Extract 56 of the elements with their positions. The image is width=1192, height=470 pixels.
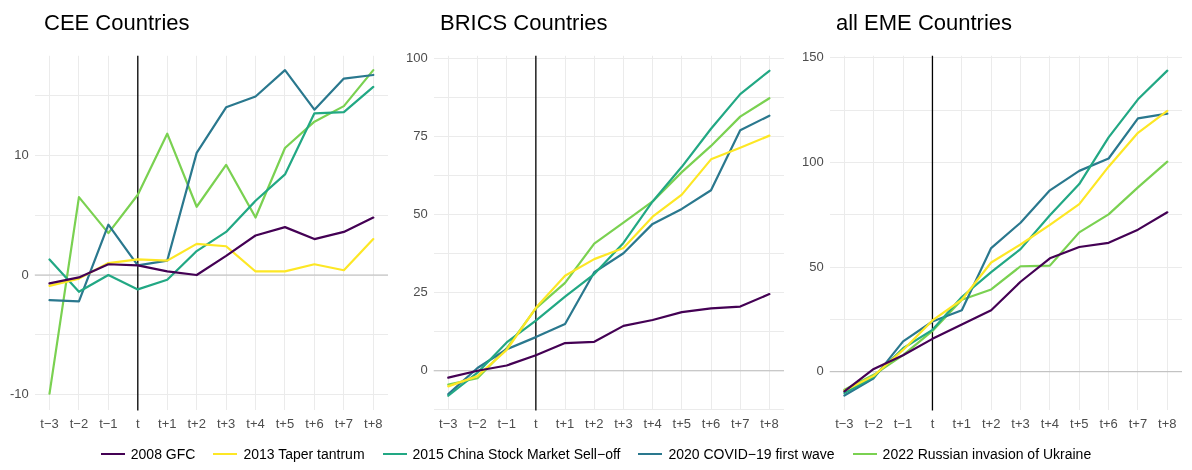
x-tick-label: t+1 [158, 415, 177, 431]
x-tick-label: t−2 [69, 415, 89, 431]
y-tick-label: 150 [801, 49, 824, 65]
x-tick-label: t+2 [187, 415, 206, 431]
y-tick-label: -10 [9, 386, 29, 402]
x-tick-label: t−3 [439, 415, 458, 431]
x-tick-label: t+3 [1011, 415, 1030, 431]
x-tick-label: t+2 [585, 415, 604, 431]
y-tick-label: 50 [413, 206, 428, 222]
x-tick-label: t+1 [555, 415, 575, 431]
x-tick-label: t+6 [1099, 415, 1118, 431]
x-tick-label: t+7 [334, 415, 354, 431]
x-tick-label: t+8 [364, 415, 383, 431]
chart-title: BRICS Countries [439, 9, 609, 37]
x-tick-label: t [136, 415, 140, 431]
x-tick-label: t−2 [864, 415, 883, 431]
x-tick-label: t+7 [730, 415, 750, 431]
x-tick-label: t+6 [305, 415, 324, 431]
chart-title: all EME Countries [835, 9, 1014, 37]
x-tick-label: t−1 [893, 415, 913, 431]
y-tick-label: 0 [420, 362, 428, 378]
x-tick-label: t+5 [1070, 415, 1089, 431]
x-tick-label: t−1 [497, 415, 516, 431]
y-tick-label: 0 [816, 363, 824, 379]
legend-label: 2013 Taper tantrum [243, 446, 365, 462]
x-tick-label: t+4 [643, 415, 662, 431]
legend-label: 2020 COVID−19 first wave [668, 446, 835, 462]
x-tick-label: t+2 [981, 415, 1001, 431]
y-tick-label: 100 [405, 50, 428, 66]
x-tick-label: t [534, 415, 539, 431]
x-tick-label: t−1 [99, 415, 118, 431]
y-tick-label: 100 [801, 154, 824, 170]
y-tick-label: 10 [14, 146, 29, 162]
x-tick-label: t+7 [1128, 415, 1148, 431]
legend-label: 2015 China Stock Market Sell−off [412, 446, 621, 462]
x-tick-label: t [930, 415, 935, 431]
legend-label: 2022 Russian invasion of Ukraine [882, 446, 1092, 462]
y-tick-label: 0 [21, 266, 29, 282]
x-tick-label: t+8 [1158, 415, 1177, 431]
y-tick-label: 25 [413, 284, 428, 300]
x-tick-label: t+5 [672, 415, 692, 431]
x-tick-label: t+3 [614, 415, 633, 431]
y-tick-label: 75 [413, 128, 428, 144]
chart-title: CEE Countries [43, 9, 191, 37]
x-tick-label: t+4 [246, 415, 265, 431]
y-tick-label: 50 [809, 258, 824, 274]
x-tick-label: t−3 [835, 415, 854, 431]
x-tick-label: t+6 [701, 415, 721, 431]
x-tick-label: t+8 [760, 415, 779, 431]
x-tick-label: t−3 [40, 415, 59, 431]
x-tick-label: t+3 [216, 415, 236, 431]
x-tick-label: t+5 [275, 415, 295, 431]
x-tick-label: t+1 [952, 415, 972, 431]
x-tick-label: t−2 [468, 415, 487, 431]
x-tick-label: t+4 [1040, 415, 1060, 431]
legend-label: 2008 GFC [130, 446, 196, 462]
